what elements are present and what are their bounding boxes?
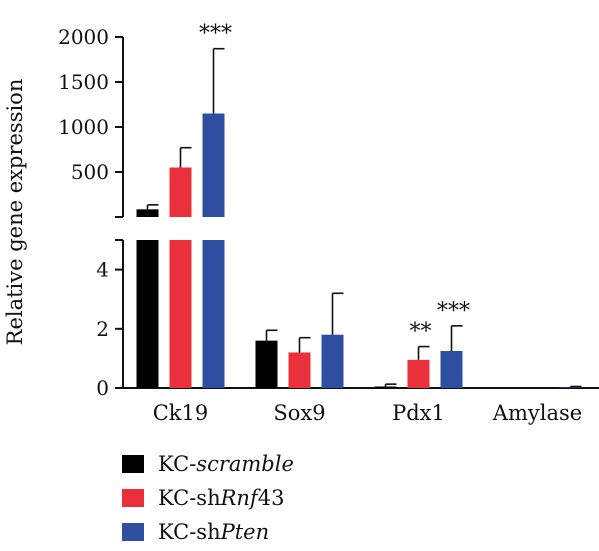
y-tick-label: 2 bbox=[96, 317, 109, 341]
legend-swatch-rnf43 bbox=[122, 489, 144, 507]
bar bbox=[374, 386, 397, 388]
legend-label-rnf43: KC-shRnf43 bbox=[158, 486, 285, 510]
y-axis-label: Relative gene expression bbox=[3, 79, 27, 346]
y-tick-label: 2000 bbox=[58, 25, 109, 49]
y-tick-label: 4 bbox=[96, 258, 109, 282]
chart-axes bbox=[115, 36, 599, 389]
y-tick-label: 0 bbox=[96, 376, 109, 400]
chart-labels: 0 2 4 500 1000 1500 2000 Relative gene expressi… bbox=[3, 22, 582, 425]
legend-item-pten: KC-shPten bbox=[122, 515, 294, 549]
bar bbox=[288, 352, 311, 388]
legend-label-pten: KC-shPten bbox=[158, 520, 270, 544]
legend-item-rnf43: KC-shRnf43 bbox=[122, 481, 294, 515]
legend-swatch-scramble bbox=[122, 455, 144, 473]
bar bbox=[169, 167, 192, 217]
bar-chart: 0 2 4 500 1000 1500 2000 Relative gene expressi… bbox=[3, 22, 599, 425]
bar bbox=[559, 387, 582, 388]
significance-label: *** bbox=[199, 22, 232, 47]
bar bbox=[255, 340, 278, 388]
x-tick-label: Ck19 bbox=[153, 401, 209, 425]
significance-label: *** bbox=[437, 299, 470, 324]
chart-bars bbox=[136, 47, 582, 388]
legend: KC-scramble KC-shRnf43 KC-shPten bbox=[122, 447, 294, 549]
bar bbox=[169, 240, 192, 388]
bar bbox=[440, 351, 463, 388]
legend-item-scramble: KC-scramble bbox=[122, 447, 294, 481]
significance-label: ** bbox=[410, 320, 432, 345]
bar bbox=[407, 359, 430, 388]
x-tick-label: Sox9 bbox=[273, 401, 325, 425]
bar bbox=[321, 334, 344, 388]
y-tick-label: 1500 bbox=[58, 70, 109, 94]
legend-label-scramble: KC-scramble bbox=[158, 452, 294, 476]
bar bbox=[136, 240, 159, 388]
y-tick-label: 1000 bbox=[58, 115, 109, 139]
y-tick-label: 500 bbox=[71, 160, 109, 184]
bar bbox=[136, 209, 159, 217]
x-tick-label: Amylase bbox=[492, 401, 582, 425]
x-tick-label: Pdx1 bbox=[392, 401, 445, 425]
bar bbox=[202, 240, 225, 388]
bar bbox=[202, 113, 225, 217]
legend-swatch-pten bbox=[122, 523, 144, 541]
